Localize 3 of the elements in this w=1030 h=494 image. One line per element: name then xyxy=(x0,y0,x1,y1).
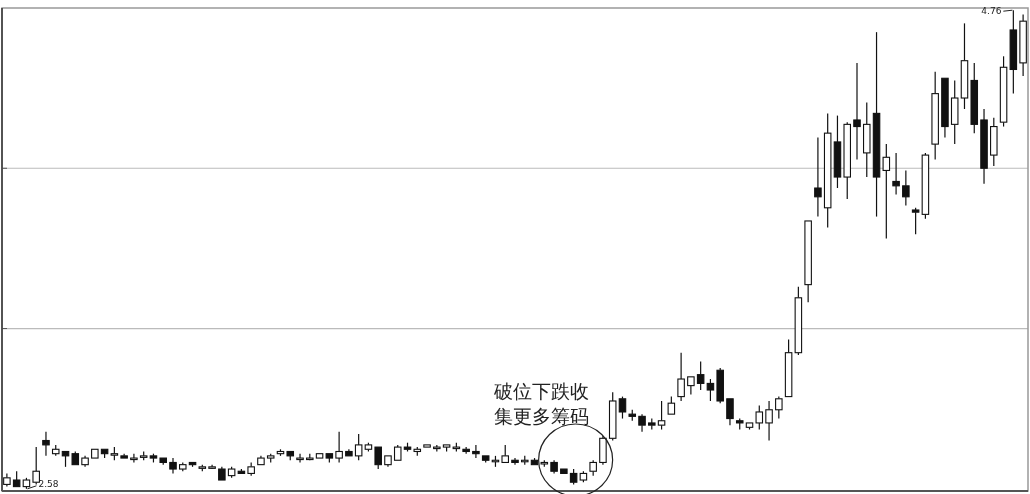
annotation: 2.58 xyxy=(38,478,59,489)
annotation: 4.76 xyxy=(981,6,1002,17)
annotation: 破位下跌收集更多筹码 xyxy=(493,380,589,427)
